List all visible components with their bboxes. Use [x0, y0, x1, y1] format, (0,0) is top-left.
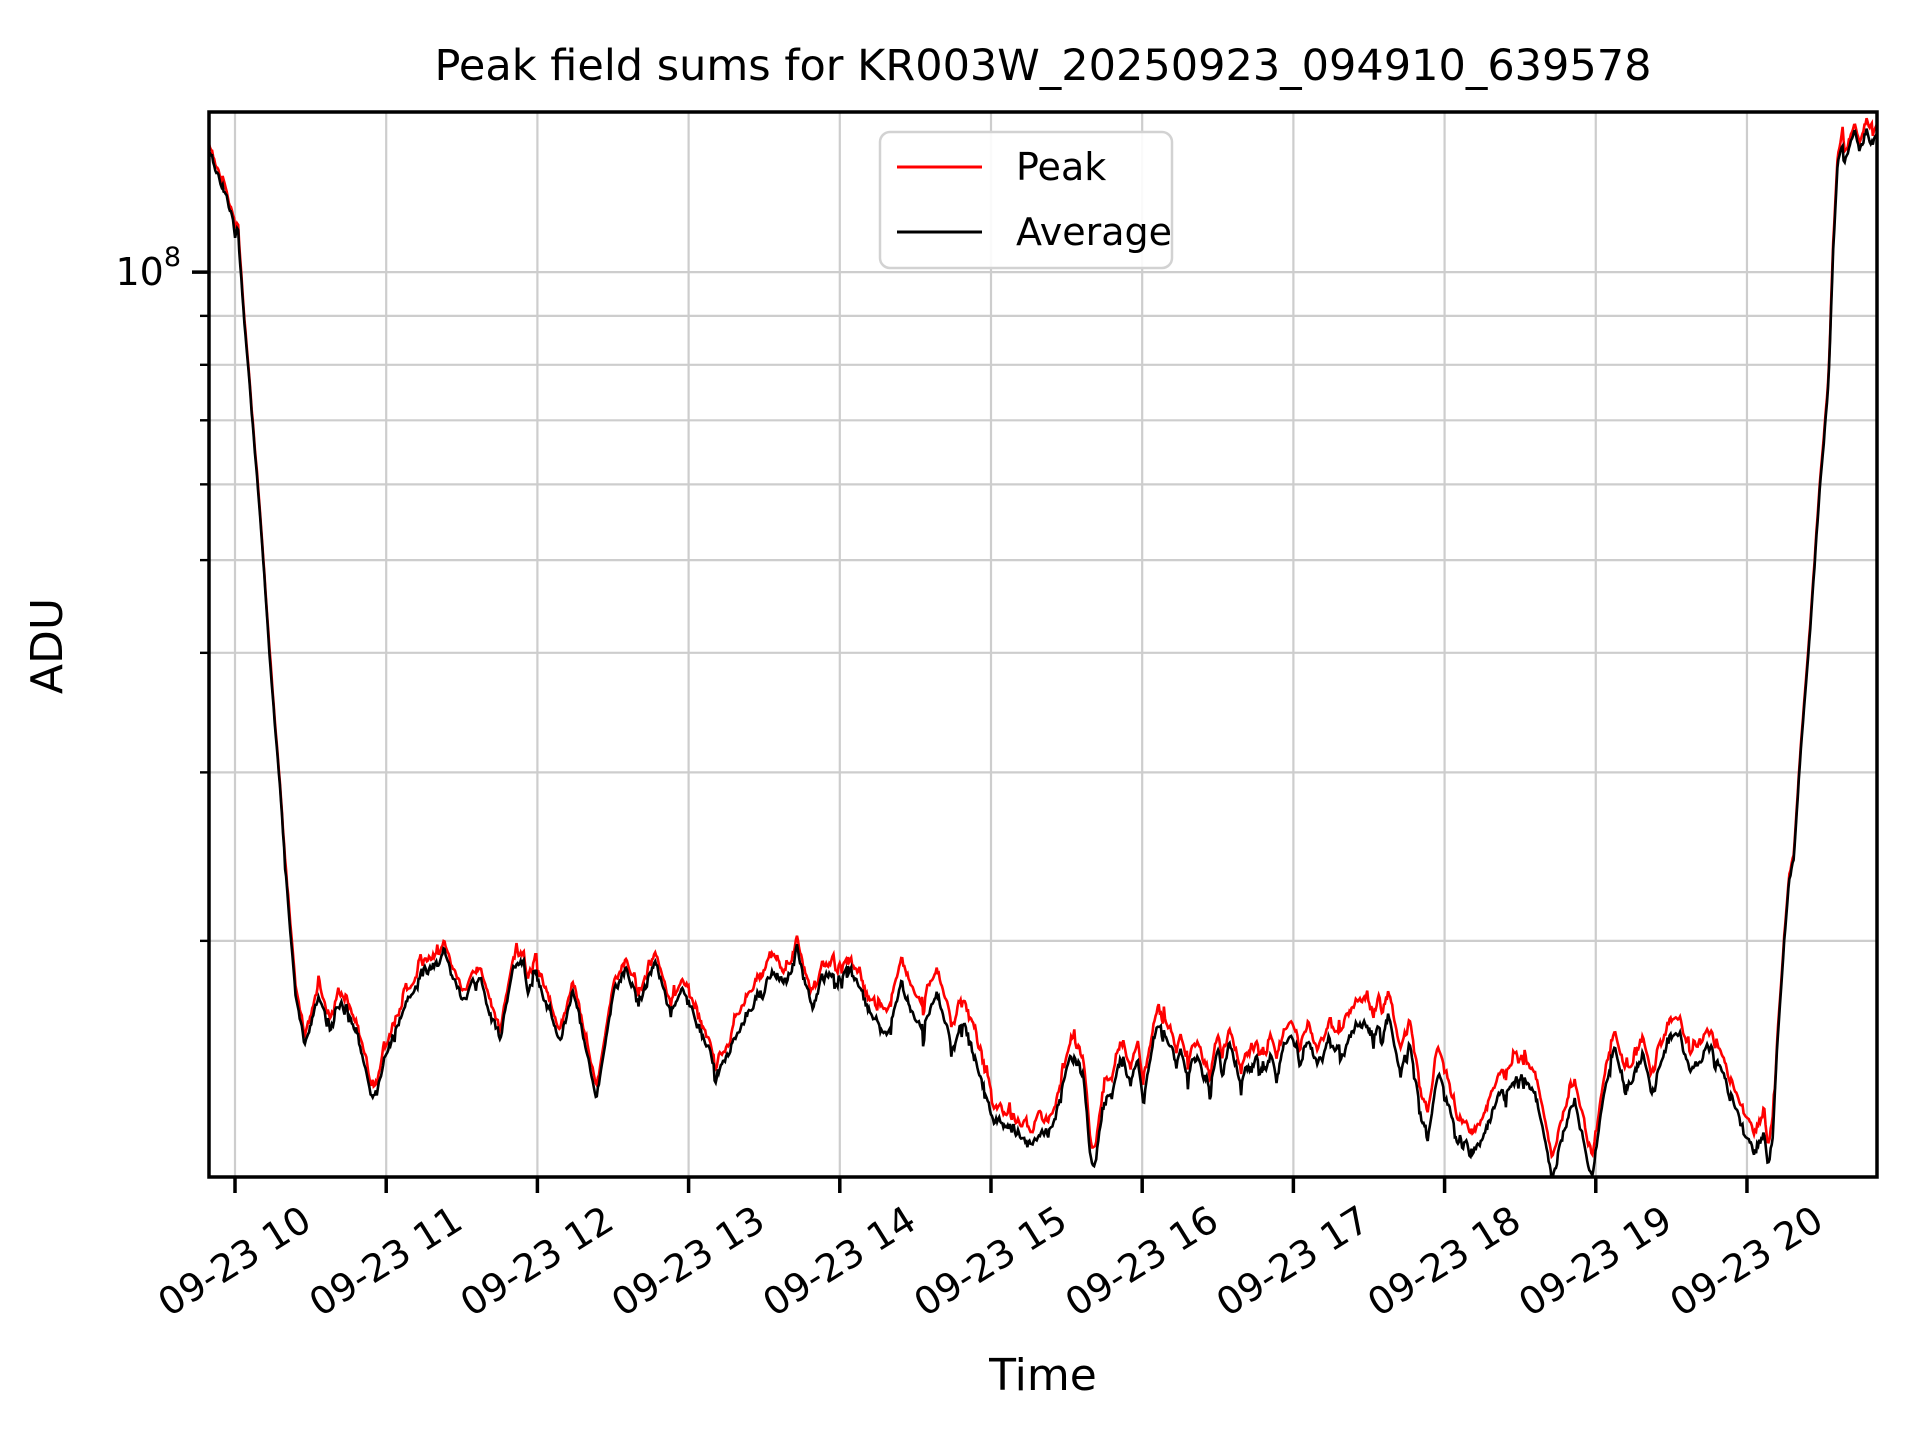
x-tick-label: 09-23 15 [906, 1197, 1074, 1325]
x-tick-label: 09-23 19 [1511, 1197, 1679, 1325]
series-average-line [209, 128, 1877, 1177]
x-tick-label: 09-23 13 [604, 1197, 772, 1325]
x-tick-label: 09-23 12 [453, 1197, 621, 1325]
x-tick-label: 09-23 14 [755, 1197, 923, 1325]
x-axis-label: Time [988, 1350, 1097, 1401]
y-tick-label: 108 [115, 242, 181, 294]
x-tick-label: 09-23 20 [1662, 1197, 1830, 1325]
y-tick-labels: 108 [115, 242, 181, 294]
legend: Peak Average [878, 130, 1174, 270]
x-tick-label: 09-23 17 [1209, 1197, 1377, 1325]
x-tick-label: 09-23 10 [150, 1197, 318, 1325]
axes-frame [207, 110, 1879, 1179]
chart-title: Peak field sums for KR003W_20250923_0949… [435, 41, 1652, 91]
axes-frame-and-ticks [192, 110, 1879, 1193]
legend-average-label: Average [1016, 210, 1172, 254]
gridlines [209, 112, 1877, 1177]
series-lines [209, 117, 1877, 1177]
x-tick-label: 09-23 16 [1058, 1197, 1226, 1325]
x-tick-label: 09-23 11 [302, 1197, 470, 1325]
x-tick-label: 09-23 18 [1360, 1197, 1528, 1325]
y-axis-label: ADU [22, 598, 73, 694]
series-peak-line [209, 117, 1877, 1160]
legend-peak-label: Peak [1016, 145, 1106, 189]
